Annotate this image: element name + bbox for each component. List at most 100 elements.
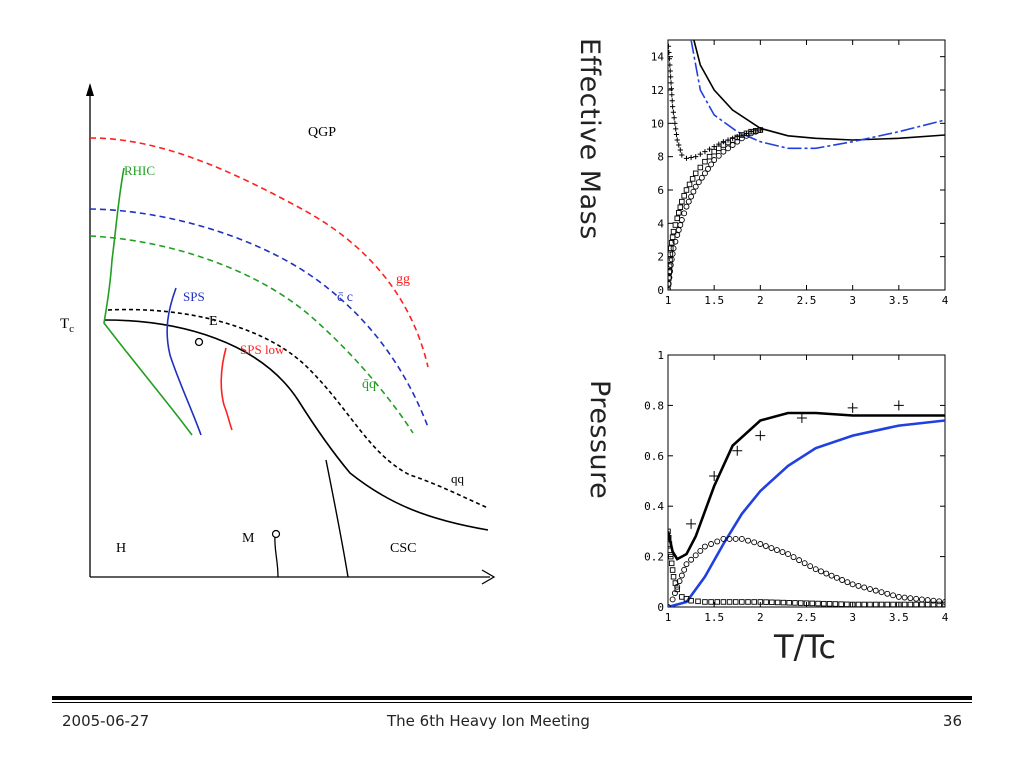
mass-series-2-point [668, 68, 673, 74]
mass-series-4-point [670, 245, 677, 252]
press-series-3-point [701, 543, 708, 550]
tc-xlabel: T/Tc [774, 628, 837, 666]
label-e: E [209, 314, 218, 329]
mass-series-2-point [671, 115, 677, 121]
label-gg: gg [396, 272, 410, 287]
press-series-3-point [907, 595, 914, 602]
mass-xtick-label: 1 [665, 294, 672, 307]
press-series-4-point [919, 601, 925, 607]
press-series-4-point [844, 601, 850, 607]
label-sps: SPS [183, 289, 205, 304]
press-series-4-point [792, 600, 798, 606]
press-series-3-point [790, 554, 797, 561]
press-series-4-point [739, 599, 745, 605]
mass-series-2-point [668, 49, 672, 56]
press-series-3-point [732, 536, 739, 542]
mass-series-group [668, 40, 945, 290]
mass-series-4-point [685, 198, 692, 205]
mass-series-3-point [668, 269, 672, 275]
press-series-3-point [697, 547, 704, 554]
csc-boundary [325, 459, 349, 578]
press-series-4-point [907, 601, 914, 607]
press-series-3-point [681, 566, 688, 573]
press-series-4-point [695, 598, 701, 605]
mass-series-3-point [672, 222, 679, 228]
m-curve [274, 534, 279, 578]
mass-series-4-point [720, 148, 727, 155]
mass-series-2-point [673, 131, 680, 138]
press-series-2-point [847, 402, 858, 413]
mass-series-2-point [683, 155, 690, 161]
press-series-3-point [807, 563, 814, 570]
press-ytick-label: 0 [657, 601, 664, 614]
press-xtick-label: 2 [757, 611, 764, 624]
mass-series-2-point [672, 120, 678, 126]
press-series-4-point [815, 600, 821, 607]
mass-series-2-point [677, 147, 683, 153]
press-series-3-point [774, 547, 780, 553]
label-tc-main: T [60, 316, 69, 332]
press-series-3-point [878, 589, 885, 596]
pressure-ylabel: Pressure [584, 380, 615, 500]
mass-series-4-point [678, 217, 685, 223]
mass-series-2-point [668, 56, 672, 62]
press-series-3-point [720, 536, 727, 542]
press-ytick-label: 0.6 [644, 450, 664, 463]
mass-series-3-point [711, 148, 717, 155]
press-series-3-point [751, 539, 758, 546]
mass-series-2-point [674, 137, 680, 143]
mass-series-3-point [677, 204, 684, 210]
label-qgp: QGP [308, 125, 336, 140]
mass-series-4-point [715, 152, 722, 159]
mass-series-3-point [692, 170, 699, 177]
mass-series-3-point [681, 193, 687, 199]
label-sps-low: SPS low [240, 342, 285, 357]
mass-series-3-point [697, 164, 704, 171]
press-xtick-label: 3 [849, 611, 856, 624]
mass-ytick-label: 0 [657, 284, 664, 297]
press-series-4-point [803, 600, 810, 606]
mass-series-2-point [668, 40, 671, 43]
press-series-2-point [796, 413, 807, 423]
press-series-4-point [668, 528, 671, 535]
press-series-4-point [668, 534, 672, 541]
mass-series-4-point [675, 227, 682, 233]
press-series-2-point [732, 445, 743, 456]
press-series-3-point [828, 572, 835, 579]
press-series-2-point [709, 470, 720, 481]
press-series-3-point [890, 592, 897, 599]
mass-series-2-point [669, 98, 675, 104]
press-series-4-point [668, 541, 673, 547]
mass-series-4-point [705, 165, 711, 172]
mass-series-2-point [670, 104, 676, 110]
label-tc-sub: c [69, 323, 74, 335]
press-series-3-point [930, 597, 937, 604]
mass-series-3-point [702, 158, 708, 165]
press-series-3-point [678, 572, 685, 579]
press-series-4-point [672, 580, 679, 586]
press-series-3-point [839, 577, 846, 583]
press-series-3-point [714, 538, 721, 545]
phase-diagram: QGP RHIC gg c̄ c SPS E SPS low q̄q qq Tc… [60, 83, 496, 585]
press-series-4-point [930, 601, 937, 607]
mass-series-4-point [757, 127, 764, 133]
press-series-3-point [844, 579, 851, 586]
mass-series-2-point [688, 154, 694, 161]
press-series-4-point [867, 601, 873, 607]
boundary-dashed [107, 308, 489, 509]
mass-series-3-point [670, 228, 677, 235]
mass-series-4-point [725, 145, 731, 152]
mass-series-4-point [708, 161, 715, 168]
press-series-4-point [720, 599, 727, 605]
pressure-chart: 1 1.5 2 2.5 3 3.5 4 0 0.2 0.4 0.6 0.8 1 [644, 349, 949, 624]
press-series-3-point [812, 566, 819, 573]
press-series-4-point [913, 601, 919, 607]
mass-series-2-point [720, 139, 726, 145]
press-xtick-label: 1.5 [704, 611, 724, 624]
press-series-4-point [878, 601, 885, 607]
mass-ytick-label: 8 [657, 151, 664, 164]
footer-rule-thin [52, 702, 972, 703]
press-series-3-point [901, 594, 908, 601]
endpoint-e [194, 337, 204, 347]
press-series-3-point [861, 584, 868, 591]
